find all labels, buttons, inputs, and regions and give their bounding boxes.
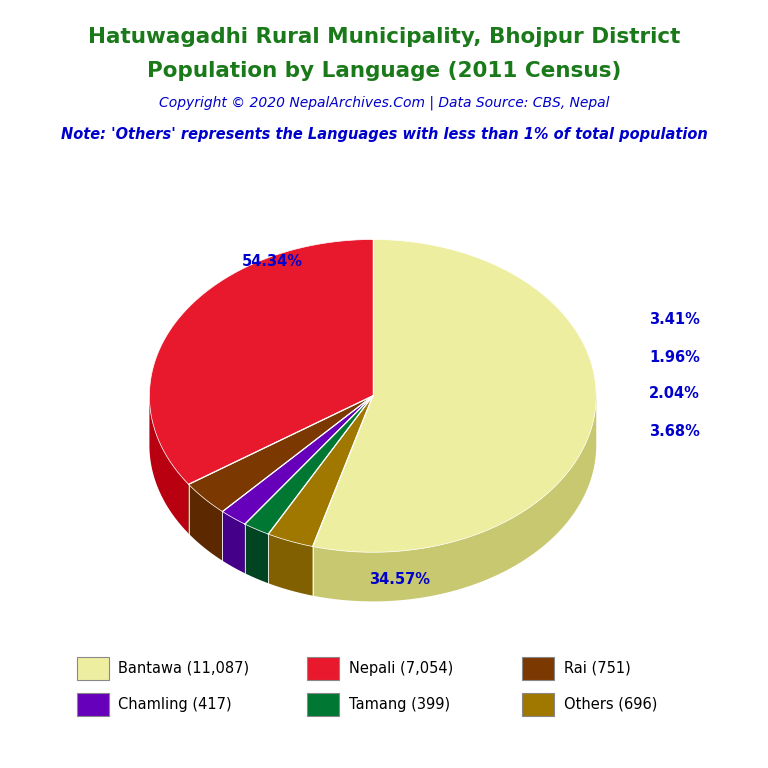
Text: Bantawa (11,087): Bantawa (11,087): [118, 660, 250, 676]
Text: 3.68%: 3.68%: [649, 424, 700, 439]
Text: Note: 'Others' represents the Languages with less than 1% of total population: Note: 'Others' represents the Languages …: [61, 127, 707, 142]
Text: Rai (751): Rai (751): [564, 660, 631, 676]
Text: 54.34%: 54.34%: [242, 254, 303, 270]
Polygon shape: [189, 396, 372, 511]
Text: Chamling (417): Chamling (417): [118, 697, 232, 712]
Polygon shape: [313, 396, 596, 601]
Polygon shape: [150, 396, 189, 534]
Text: Others (696): Others (696): [564, 697, 657, 712]
Polygon shape: [223, 396, 372, 524]
Polygon shape: [150, 240, 372, 485]
Text: 1.96%: 1.96%: [649, 350, 700, 366]
Text: Hatuwagadhi Rural Municipality, Bhojpur District: Hatuwagadhi Rural Municipality, Bhojpur …: [88, 27, 680, 47]
Polygon shape: [223, 511, 245, 573]
Polygon shape: [189, 485, 223, 561]
Polygon shape: [268, 534, 313, 596]
Text: Copyright © 2020 NepalArchives.Com | Data Source: CBS, Nepal: Copyright © 2020 NepalArchives.Com | Dat…: [159, 96, 609, 111]
Text: 3.41%: 3.41%: [649, 313, 700, 327]
Text: 2.04%: 2.04%: [649, 386, 700, 401]
Polygon shape: [245, 396, 372, 534]
Text: Population by Language (2011 Census): Population by Language (2011 Census): [147, 61, 621, 81]
Text: Tamang (399): Tamang (399): [349, 697, 450, 712]
Text: Nepali (7,054): Nepali (7,054): [349, 660, 453, 676]
Text: 34.57%: 34.57%: [369, 571, 430, 587]
Polygon shape: [313, 240, 596, 552]
Polygon shape: [245, 524, 268, 583]
Polygon shape: [268, 396, 372, 547]
